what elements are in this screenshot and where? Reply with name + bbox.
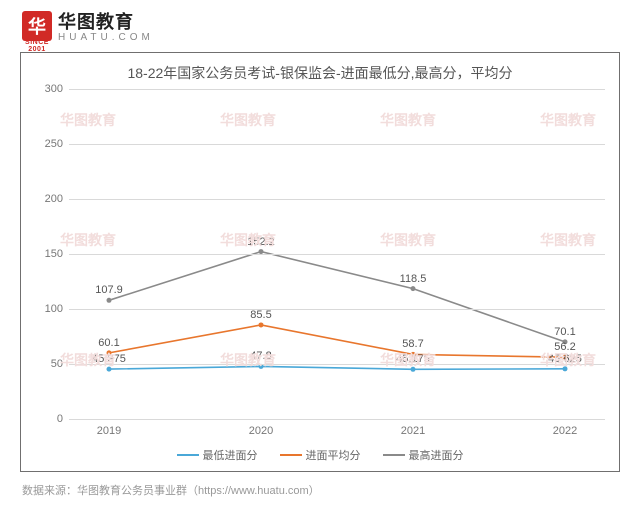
y-axis-label: 150 <box>23 248 63 260</box>
logo-mark-char: 华 <box>28 13 46 39</box>
grid-line <box>69 199 605 200</box>
logo-text-en: HUATU.COM <box>58 32 154 43</box>
grid-line <box>69 144 605 145</box>
logo-year: SINCE 2001 <box>22 39 52 53</box>
x-axis-label: 2019 <box>97 425 121 437</box>
grid-line <box>69 254 605 255</box>
point-label-avg: 56.2 <box>554 341 575 357</box>
series-line-avg <box>109 325 565 357</box>
point-label-max: 152.2 <box>247 236 275 252</box>
point-label-max: 107.9 <box>95 284 123 300</box>
series-line-min <box>109 366 565 369</box>
logo-mark: 华 SINCE 2001 <box>22 11 52 41</box>
chart-plot: 050100150200250300201920202021202245.375… <box>69 89 605 419</box>
grid-line <box>69 364 605 365</box>
logo-text-cn: 华图教育 <box>58 8 154 34</box>
point-label-avg: 60.1 <box>98 337 119 353</box>
y-axis-label: 250 <box>23 138 63 150</box>
chart-legend: 最低进面分 进面平均分 最高进面分 <box>21 447 619 463</box>
series-line-max <box>109 252 565 342</box>
data-source-footer: 数据来源：华图教育公务员事业群（https://www.huatu.com） <box>22 482 320 498</box>
legend-label: 进面平均分 <box>306 447 361 463</box>
chart-frame: 18-22年国家公务员考试-银保监会-进面最低分,最高分，平均分 0501001… <box>20 52 620 472</box>
legend-item-min: 最低进面分 <box>177 447 258 463</box>
point-label-min: 47.8 <box>250 350 271 366</box>
grid-line <box>69 419 605 420</box>
y-axis-label: 0 <box>23 413 63 425</box>
point-label-min: 45.375 <box>92 353 126 369</box>
x-axis-label: 2022 <box>553 425 577 437</box>
legend-label: 最高进面分 <box>409 447 464 463</box>
point-label-avg: 85.5 <box>250 309 271 325</box>
y-axis-label: 50 <box>23 358 63 370</box>
chart-title: 18-22年国家公务员考试-银保监会-进面最低分,最高分，平均分 <box>21 63 619 83</box>
point-label-min: 45.175 <box>396 353 430 369</box>
x-axis-label: 2020 <box>249 425 273 437</box>
legend-label: 最低进面分 <box>203 447 258 463</box>
legend-item-max: 最高进面分 <box>383 447 464 463</box>
legend-swatch <box>177 454 199 456</box>
grid-line <box>69 309 605 310</box>
legend-swatch <box>280 454 302 456</box>
y-axis-label: 300 <box>23 83 63 95</box>
point-label-max: 70.1 <box>554 326 575 342</box>
x-axis-label: 2021 <box>401 425 425 437</box>
y-axis-label: 100 <box>23 303 63 315</box>
y-axis-label: 200 <box>23 193 63 205</box>
grid-line <box>69 89 605 90</box>
logo-text: 华图教育 HUATU.COM <box>58 8 154 43</box>
brand-logo: 华 SINCE 2001 华图教育 HUATU.COM <box>22 8 154 43</box>
legend-item-avg: 进面平均分 <box>280 447 361 463</box>
point-label-max: 118.5 <box>400 273 427 289</box>
point-label-avg: 58.7 <box>402 338 423 354</box>
legend-swatch <box>383 454 405 456</box>
